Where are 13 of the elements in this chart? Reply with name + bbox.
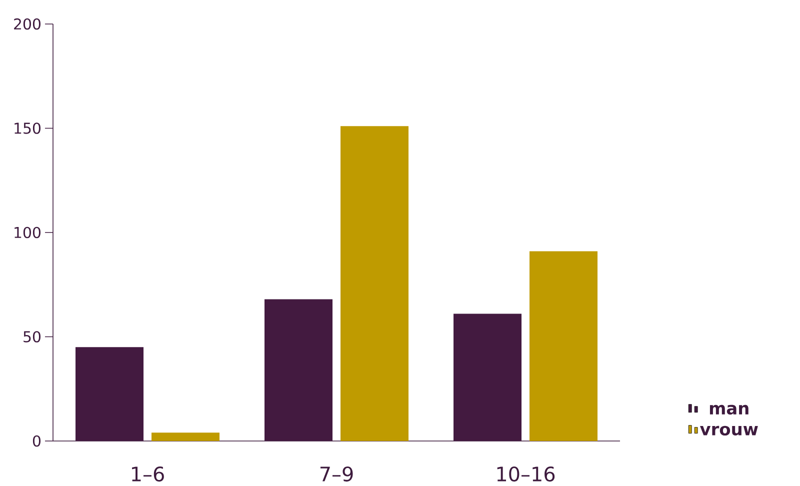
y-tick-label: 200: [14, 18, 40, 30]
bar: [340, 126, 409, 441]
bar: [152, 432, 220, 441]
x-tick-label: 7–9: [320, 466, 353, 482]
y-tick-label: 100: [14, 226, 40, 238]
bar: [530, 251, 598, 441]
x-tick-label: 1–6: [132, 466, 164, 482]
y-tick-label: 150: [14, 122, 40, 134]
y-tick-label: 0: [32, 435, 40, 447]
legend-label: man: [710, 404, 748, 415]
legend-label: vrouw: [700, 426, 758, 436]
x-tick-label: 10–16: [497, 466, 555, 482]
y-tick-label: 50: [24, 331, 40, 342]
